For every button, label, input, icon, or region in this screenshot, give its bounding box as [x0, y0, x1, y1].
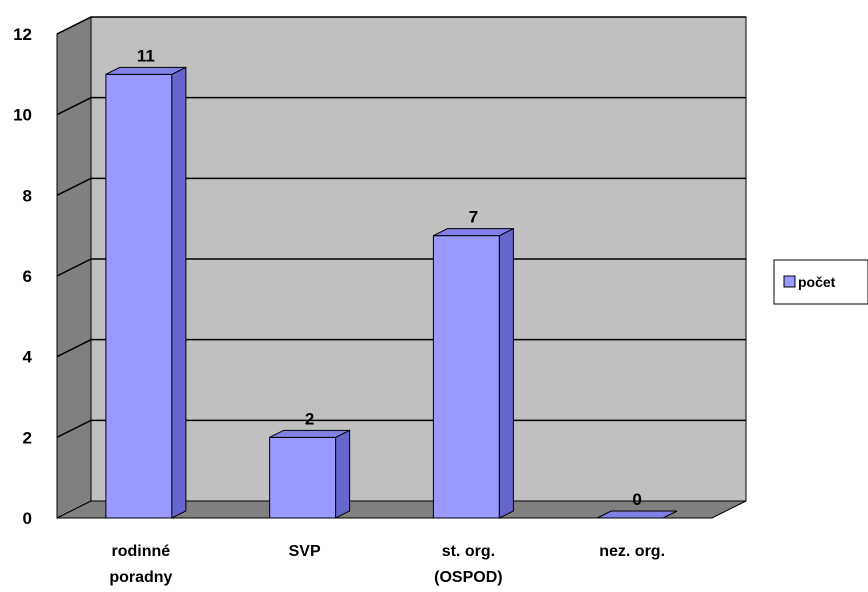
gridlines — [56, 16, 746, 439]
data-label: 0 — [632, 490, 641, 509]
legend-box — [773, 259, 868, 305]
gridline — [56, 177, 746, 197]
bar-top — [105, 66, 187, 75]
y-tick-label: 4 — [23, 348, 33, 367]
x-category-label: rodinné poradny — [109, 543, 172, 586]
legend-label: počet — [798, 274, 836, 290]
gridline — [56, 338, 746, 358]
bar — [596, 510, 678, 519]
bar — [432, 227, 514, 519]
bar — [105, 66, 187, 519]
bar-side — [335, 429, 351, 519]
y-tick-label: 12 — [13, 25, 32, 44]
y-tick-label: 8 — [23, 186, 32, 205]
y-tick-label: 10 — [13, 106, 32, 125]
bars — [105, 66, 678, 519]
data-labels: 11 2 7 0 — [137, 46, 642, 509]
x-category-label: SVP — [289, 543, 321, 560]
y-tick-label: 2 — [23, 428, 32, 447]
gridline — [56, 419, 746, 439]
x-axis-labels: rodinné poradny SVP st. org. (OSPOD) nez. org… — [109, 543, 665, 586]
bar-side — [498, 227, 514, 519]
data-label: 2 — [305, 409, 314, 428]
bar-side — [171, 66, 187, 519]
y-axis-ticks: 0 2 4 6 8 10 12 — [13, 25, 32, 528]
bar — [269, 429, 351, 519]
bar-front — [432, 235, 500, 519]
gridline — [56, 96, 746, 116]
y-tick-label: 6 — [23, 267, 32, 286]
gridline — [56, 258, 746, 277]
data-label: 11 — [137, 46, 155, 65]
legend: počet — [773, 259, 868, 305]
x-category-label: nez. org. — [599, 543, 665, 560]
gridline — [56, 16, 746, 35]
bar-top — [596, 510, 678, 519]
y-tick-label: 0 — [23, 509, 32, 528]
data-label: 7 — [469, 208, 478, 227]
bar-top — [269, 429, 350, 438]
x-category-label: st. org. (OSPOD) — [434, 543, 502, 586]
legend-swatch — [783, 275, 796, 288]
bar-front — [105, 73, 173, 519]
bar-front — [269, 436, 337, 519]
bar-top — [433, 228, 514, 237]
